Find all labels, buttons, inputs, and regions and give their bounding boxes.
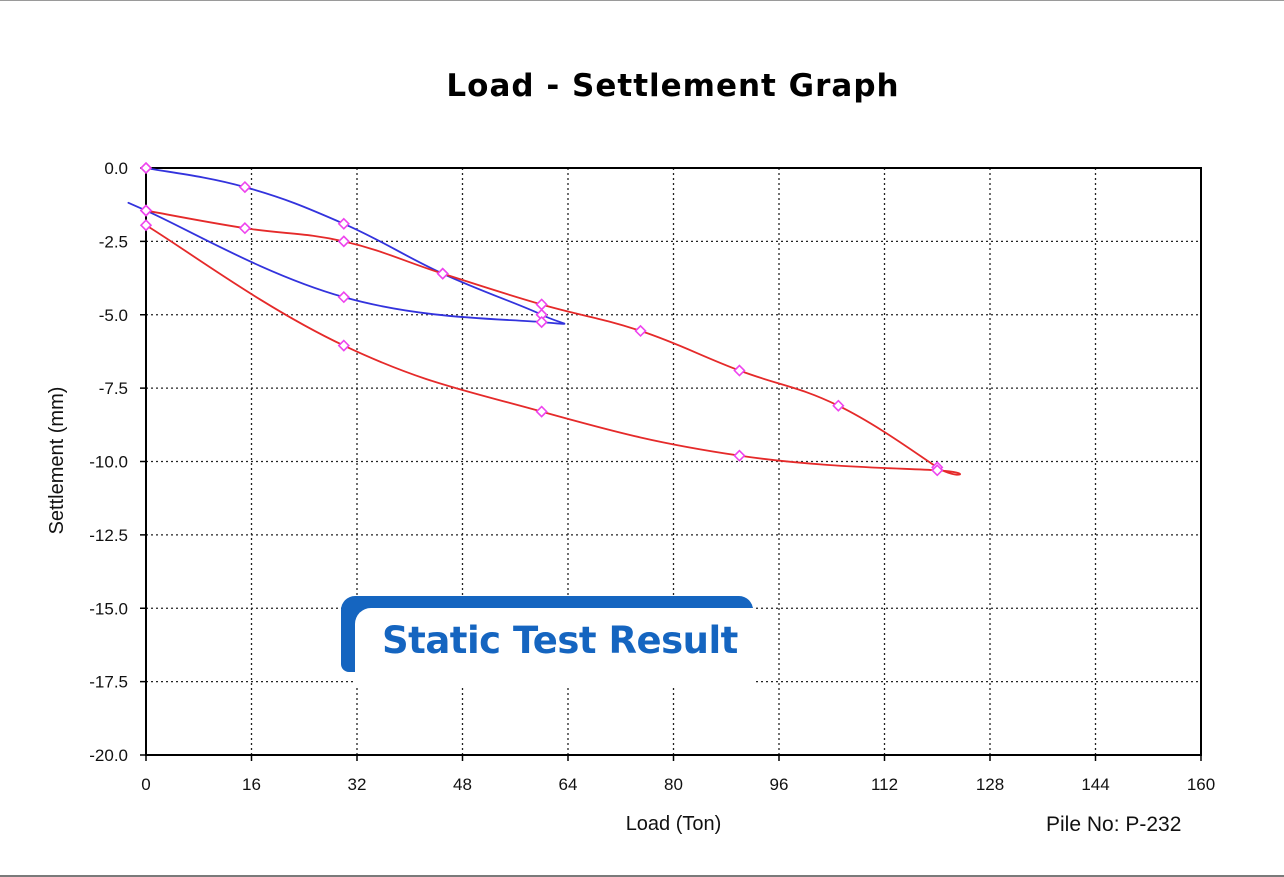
series-1-point — [337, 291, 350, 304]
badge-inner-panel — [355, 608, 753, 686]
y-tick-label: -7.5 — [99, 379, 128, 398]
x-tick-label: 64 — [559, 775, 578, 794]
x-tick-label: 48 — [453, 775, 472, 794]
series-2-point — [733, 364, 746, 377]
series-2-point — [634, 324, 647, 338]
series-1-point — [139, 161, 153, 175]
x-tick-label: 0 — [141, 775, 150, 794]
series-2-point — [337, 339, 350, 352]
series-1-point — [238, 180, 252, 194]
x-tick-label: 112 — [871, 775, 898, 794]
y-tick-label: -12.5 — [89, 526, 128, 545]
series-2-point — [436, 267, 449, 280]
y-tick-label: -2.5 — [99, 232, 128, 251]
series-2-point — [733, 449, 746, 462]
series-1-point — [535, 315, 548, 329]
bottom-border — [0, 875, 1284, 877]
x-tick-label: 144 — [1081, 775, 1109, 794]
series-2-point — [139, 219, 153, 232]
y-axis-label: Settlement (mm) — [46, 387, 68, 535]
series-2-point — [931, 464, 944, 477]
y-tick-label: -20.0 — [89, 746, 128, 765]
chart-title: Load - Settlement Graph — [446, 68, 900, 104]
top-border — [0, 0, 1284, 1]
series-2-point — [535, 298, 548, 311]
series-line-1 — [127, 167, 566, 325]
y-tick-label: -17.5 — [89, 673, 128, 692]
x-tick-label: 128 — [976, 775, 1004, 794]
x-tick-label: 96 — [770, 775, 789, 794]
static-test-result-badge: Static Test Result — [341, 596, 753, 686]
series-2-point — [337, 235, 350, 248]
series-1-point — [337, 217, 350, 230]
y-tick-label: -15.0 — [89, 599, 128, 618]
series-2-point — [238, 222, 252, 235]
y-tick-label: -10.0 — [89, 453, 128, 472]
series-2-point — [139, 204, 153, 217]
x-axis-label: Load (Ton) — [626, 813, 722, 835]
x-tick-label: 80 — [664, 775, 683, 794]
x-tick-label: 160 — [1187, 775, 1215, 794]
x-tick-label: 32 — [348, 775, 367, 794]
badge-text: Static Test Result — [382, 619, 738, 662]
series-line-2 — [145, 209, 961, 476]
pile-number-label: Pile No: P-232 — [1046, 813, 1182, 836]
plot-frame — [145, 167, 1202, 756]
series-2-point — [832, 399, 845, 412]
x-tick-label: 16 — [242, 775, 261, 794]
series-2-point — [535, 405, 548, 418]
y-tick-label: -5.0 — [99, 306, 128, 325]
y-tick-label: 0.0 — [104, 159, 128, 178]
